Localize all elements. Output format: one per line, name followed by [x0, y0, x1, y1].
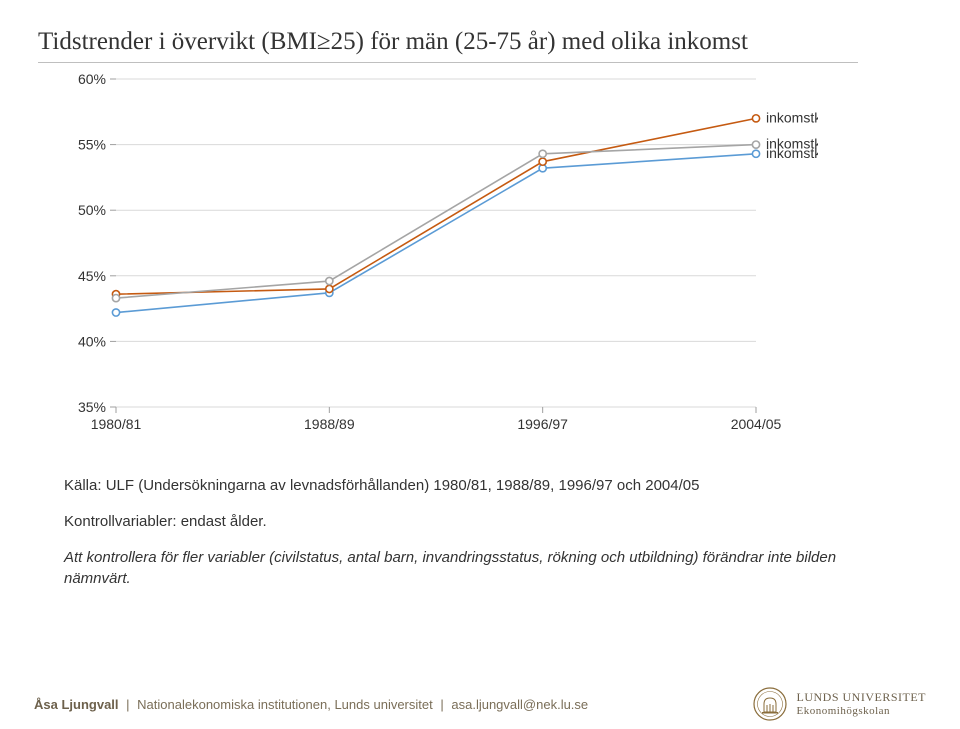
footer: Åsa Ljungvall | Nationalekonomiska insti…: [0, 679, 960, 729]
university-text: LUNDS UNIVERSITET Ekonomihögskolan: [797, 691, 927, 716]
svg-text:1988/89: 1988/89: [304, 416, 355, 432]
svg-text:35%: 35%: [78, 399, 106, 415]
svg-text:1996/97: 1996/97: [517, 416, 568, 432]
svg-text:50%: 50%: [78, 202, 106, 218]
notes-controls: Kontrollvariabler: endast ålder.: [64, 511, 864, 533]
footer-left: Åsa Ljungvall | Nationalekonomiska insti…: [34, 697, 588, 712]
svg-text:1980/81: 1980/81: [91, 416, 142, 432]
chart-container: 35% 40% 45% 50% 55% 60% 1980/81 1988/89 1996/97 2…: [58, 73, 818, 453]
svg-text:40%: 40%: [78, 333, 106, 349]
footer-affiliation: Nationalekonomiska institutionen, Lunds …: [137, 697, 433, 712]
svg-text:45%: 45%: [78, 268, 106, 284]
legend-label: inkomstkvartil 3: [766, 136, 818, 152]
notes-source: Källa: ULF (Undersökningarna av levnadsf…: [64, 475, 864, 497]
notes-italic: Att kontrollera för fler variabler (civi…: [64, 547, 864, 591]
footer-sep1: |: [126, 697, 129, 712]
legend-label: inkomstkvartil 2: [766, 109, 818, 125]
svg-text:60%: 60%: [78, 73, 106, 87]
footer-sep2: |: [440, 697, 443, 712]
university-logo-icon: [753, 687, 787, 721]
footer-email: asa.ljungvall@nek.lu.se: [451, 697, 588, 712]
slide-root: Tidstrender i övervikt (BMI≥25) för män …: [0, 0, 960, 729]
title-underline: [38, 62, 858, 63]
notes-block: Källa: ULF (Undersökningarna av levnadsf…: [64, 475, 864, 590]
footer-author: Åsa Ljungvall: [34, 697, 119, 712]
svg-text:55%: 55%: [78, 137, 106, 153]
university-line1: LUNDS UNIVERSITET: [797, 691, 927, 704]
line-chart: 35% 40% 45% 50% 55% 60% 1980/81 1988/89 1996/97 2…: [58, 73, 818, 453]
footer-right: LUNDS UNIVERSITET Ekonomihögskolan: [753, 687, 927, 721]
university-line2: Ekonomihögskolan: [797, 705, 927, 717]
page-title: Tidstrender i övervikt (BMI≥25) för män …: [38, 28, 922, 56]
svg-text:2004/05: 2004/05: [731, 416, 782, 432]
